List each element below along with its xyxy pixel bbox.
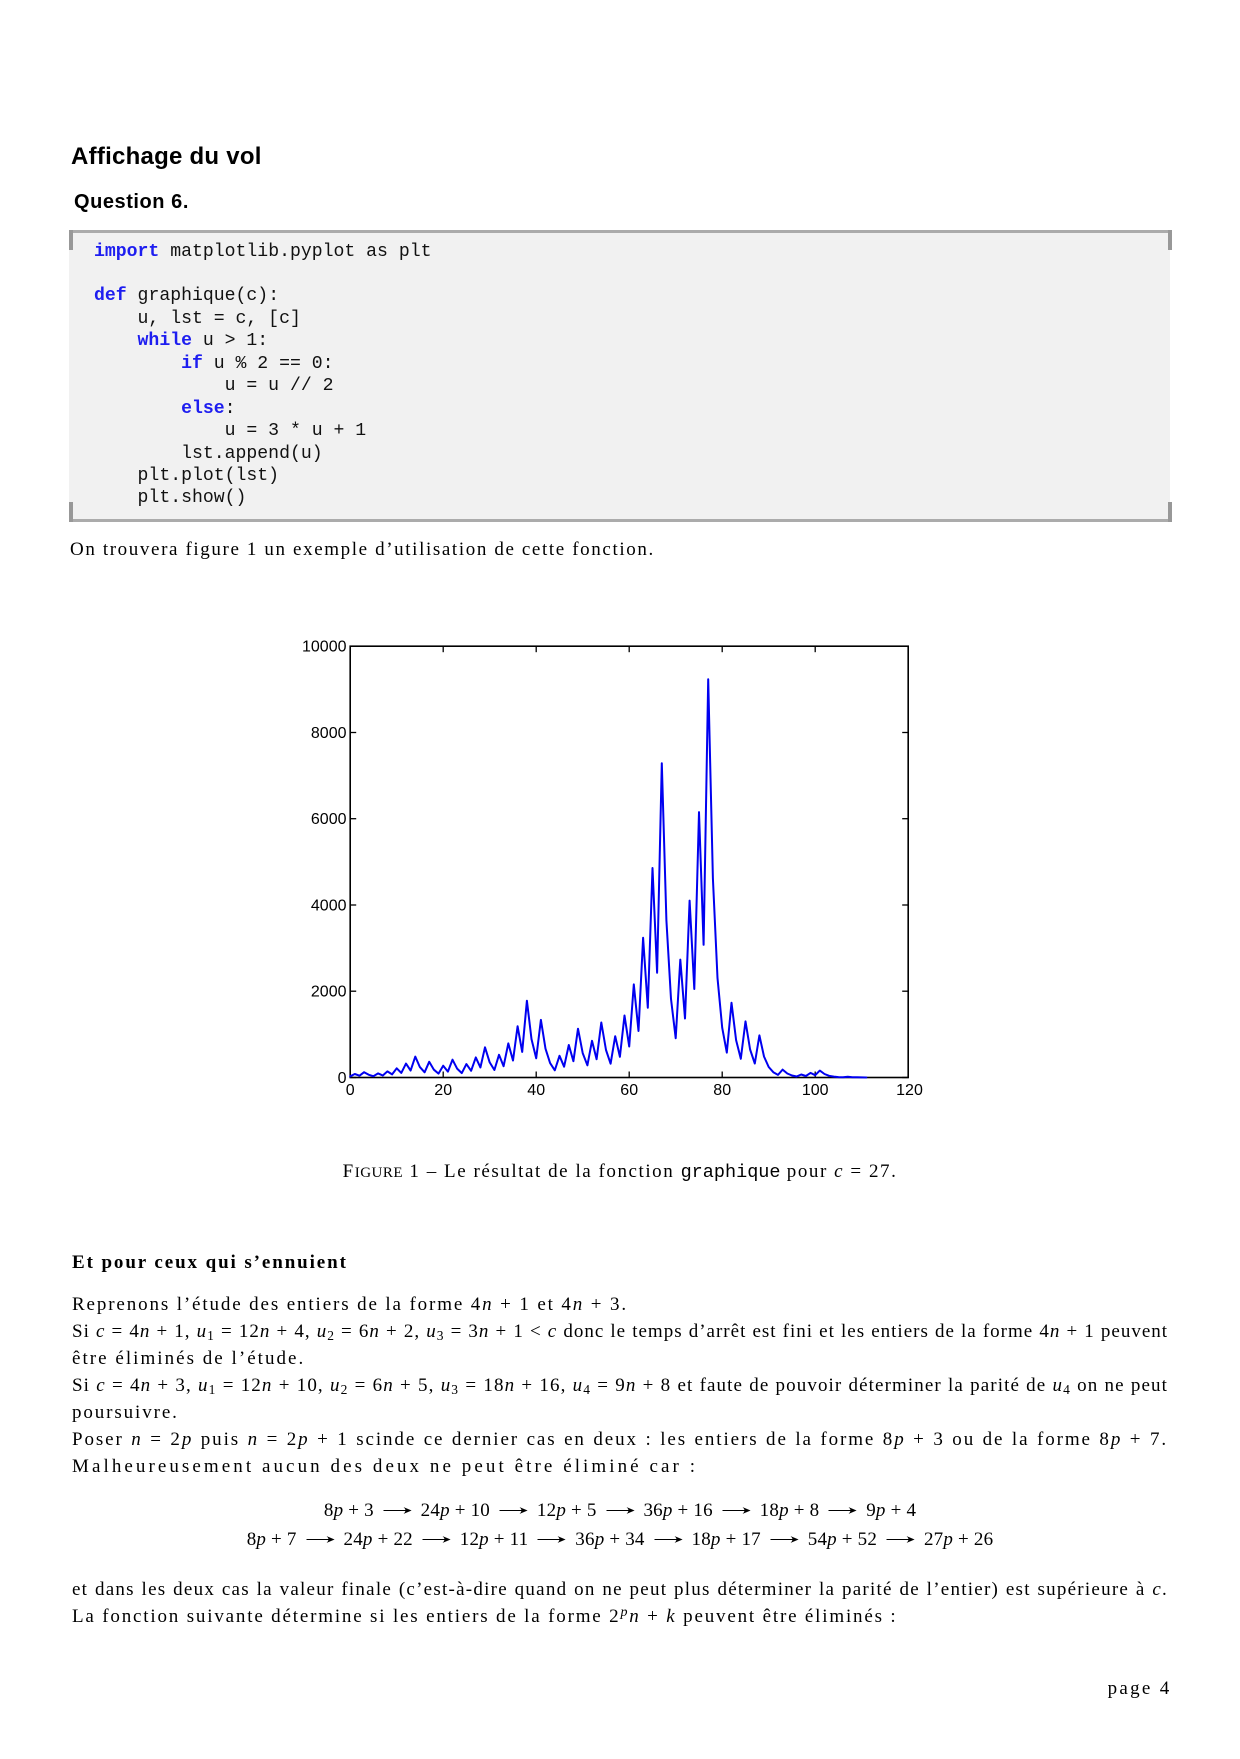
svg-text:10000: 10000	[302, 639, 347, 656]
svg-text:20: 20	[434, 1082, 452, 1099]
svg-text:2000: 2000	[311, 984, 347, 1001]
svg-text:120: 120	[896, 1082, 923, 1099]
svg-text:4000: 4000	[311, 897, 347, 914]
svg-text:40: 40	[527, 1082, 545, 1099]
svg-text:80: 80	[713, 1082, 731, 1099]
svg-text:100: 100	[802, 1082, 829, 1099]
svg-text:0: 0	[338, 1070, 347, 1087]
svg-text:8000: 8000	[311, 725, 347, 742]
svg-text:6000: 6000	[311, 811, 347, 828]
svg-text:0: 0	[346, 1082, 355, 1099]
svg-text:60: 60	[620, 1082, 638, 1099]
